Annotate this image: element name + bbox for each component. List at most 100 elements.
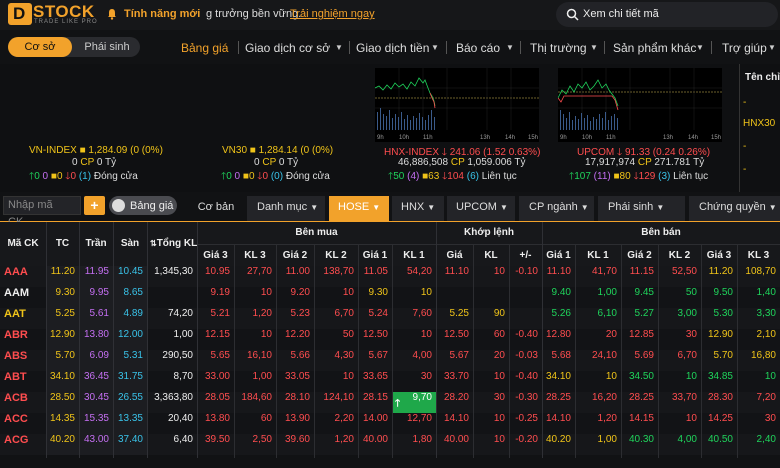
table-row[interactable] xyxy=(0,350,780,371)
table-row[interactable] xyxy=(0,287,780,308)
tab-danh-muc[interactable]: Danh mục ▼ xyxy=(247,196,325,221)
cell-k1: 12,70 xyxy=(406,413,432,424)
header-buy-b2: Giá 2 xyxy=(282,250,308,261)
tab-hnx[interactable]: HNX ▼ xyxy=(392,196,444,221)
tab-co-ban[interactable]: Cơ bản xyxy=(197,201,235,213)
hnx-intraday-chart[interactable]: 9h 10h 11h 13h 14h 15h xyxy=(375,68,539,142)
cell-sk3: 2,40 xyxy=(756,434,776,445)
cell-s1: 5.68 xyxy=(551,350,571,361)
table-row[interactable] xyxy=(0,371,780,392)
menu-giao-dich-tien[interactable]: Giao dịch tiền xyxy=(356,41,430,55)
cell-tc: 28.50 xyxy=(46,392,79,413)
price-board-toggle[interactable] xyxy=(109,196,177,215)
upcom-intraday-chart[interactable]: 9h 10h 11h 13h 14h 15h xyxy=(558,68,722,142)
cell-mk: 30 xyxy=(493,392,505,403)
column-divider xyxy=(436,222,437,458)
cell-code[interactable]: ACC xyxy=(4,413,28,425)
add-stock-button[interactable]: + xyxy=(84,196,105,215)
menu-bao-cao[interactable]: Báo cáo xyxy=(456,41,501,55)
column-divider xyxy=(658,244,659,458)
cell-code[interactable]: ACG xyxy=(4,434,29,446)
cell-code[interactable]: ABT xyxy=(4,371,27,383)
header-khop-lenh: Khớp lệnh xyxy=(464,227,514,238)
cell-b3: 10.95 xyxy=(204,266,230,277)
table-row[interactable] xyxy=(0,308,780,329)
cell-san: 12.00 xyxy=(113,329,147,350)
tab-chung-quyen[interactable]: Chứng quyền ▼ xyxy=(689,196,780,221)
cell-sk1: 10 xyxy=(605,371,617,382)
vnindex-summary[interactable]: VN-INDEX ■ 1,284.09 (0 (0%) xyxy=(29,145,163,156)
stock-search-box[interactable] xyxy=(556,2,778,27)
vn30-summary[interactable]: VN30 ■ 1,284.14 (0 (0%) xyxy=(222,145,333,156)
tab-phai-sinh-label: Phái sinh xyxy=(608,201,654,213)
table-row[interactable] xyxy=(0,329,780,350)
hnxindex-summary[interactable]: HNX-INDEX 🡓 241.06 (1.52 0.63%) xyxy=(384,145,540,162)
table-row[interactable] xyxy=(0,392,780,413)
cell-sk3: 7,20 xyxy=(756,392,776,403)
index-list-hnx30[interactable]: HNX30 xyxy=(743,118,776,129)
cell-code[interactable]: ABR xyxy=(4,329,28,341)
down-arrow-icon: 🡓 xyxy=(65,171,71,182)
chevron-down-icon: ▼ xyxy=(335,43,343,52)
tab-hose[interactable]: HOSE ▼ xyxy=(329,196,389,221)
cell-b1: 12.50 xyxy=(362,329,388,340)
menu-san-pham-khac[interactable]: Sản phẩm khác xyxy=(613,41,697,55)
header-san[interactable]: Sàn xyxy=(120,238,140,249)
cell-code[interactable]: AAM xyxy=(4,287,30,299)
cell-s2: 5.27 xyxy=(634,308,654,319)
cell-tong: 3,363,80 xyxy=(154,392,193,403)
tab-co-so[interactable]: Cơ sở xyxy=(8,37,72,57)
header-tong-kl[interactable]: ⇅Tổng KL xyxy=(147,238,197,249)
menu-thi-truong[interactable]: Thị trường xyxy=(530,41,587,55)
chevron-down-icon: ▼ xyxy=(590,43,598,52)
header-divider xyxy=(197,244,780,245)
cell-b2: 33.05 xyxy=(284,371,310,382)
new-feature-label[interactable]: Tính năng mới xyxy=(124,8,201,20)
header-buy-b1: Giá 1 xyxy=(362,250,388,261)
table-row[interactable] xyxy=(0,434,780,455)
bell-icon[interactable] xyxy=(106,8,118,20)
hnxindex-name: HNX-INDEX xyxy=(384,147,440,158)
upcom-summary[interactable]: UPCOM 🡓 91.33 (0.24 0.26%) xyxy=(577,145,710,162)
menu-tro-giup[interactable]: Trợ giúp xyxy=(722,41,767,55)
menu-divider xyxy=(604,41,605,54)
cell-code[interactable]: ABS xyxy=(4,350,28,362)
tab-upcom[interactable]: UPCOM ▼ xyxy=(447,196,515,221)
up-arrow-icon: 🡑 xyxy=(221,171,227,182)
cell-code[interactable]: ACB xyxy=(4,392,28,404)
menu-giao-dich-co-so[interactable]: Giao dịch cơ sở xyxy=(245,41,331,55)
header-code[interactable]: Mã CK xyxy=(7,238,39,249)
table-row[interactable] xyxy=(0,413,780,434)
chevron-down-icon: ▼ xyxy=(696,43,704,52)
tick-11h: 11h xyxy=(423,135,433,141)
menu-divider xyxy=(238,41,239,54)
cell-tran: 13.80 xyxy=(79,329,113,350)
header-buy-k3: KL 3 xyxy=(244,250,266,261)
tab-phai-sinh-board[interactable]: Phái sinh ▼ xyxy=(598,196,685,221)
cell-tong: 74,20 xyxy=(167,308,193,319)
cell-sk1: 1,20 xyxy=(597,413,617,424)
up-arrow-icon: 🡑 xyxy=(388,171,394,182)
header-tran[interactable]: Trần xyxy=(85,238,107,249)
cell-code[interactable]: AAA xyxy=(4,266,28,278)
cell-tc: 11.20 xyxy=(46,266,79,287)
header-sell-sk2: KL 2 xyxy=(668,250,691,261)
tab-cp-nganh[interactable]: CP ngành ▼ xyxy=(519,196,594,221)
stock-code-input[interactable]: Nhập mã CK... xyxy=(3,196,81,228)
cell-code[interactable]: AAT xyxy=(4,308,26,320)
menu-bang-gia[interactable]: Bảng giá xyxy=(181,41,229,55)
table-row[interactable] xyxy=(0,266,780,287)
cell-sk1: 20 xyxy=(605,329,617,340)
header-sell-sk3: KL 3 xyxy=(747,250,770,261)
header-tc[interactable]: TC xyxy=(55,238,70,249)
cell-b1: 5.24 xyxy=(368,308,388,319)
down-arrow-icon: 🡓 xyxy=(617,147,623,158)
ref-square-icon: ■ xyxy=(613,171,620,182)
cell-k2: 2,20 xyxy=(334,413,354,424)
cell-s2: 28.25 xyxy=(628,392,654,403)
header-ben-mua: Bên mua xyxy=(295,227,338,238)
column-divider xyxy=(542,222,543,458)
tab-phai-sinh[interactable]: Phái sinh xyxy=(84,41,130,53)
header-buy-k1: KL 1 xyxy=(403,250,425,261)
try-now-link[interactable]: Trải nghiệm ngay xyxy=(290,8,375,20)
